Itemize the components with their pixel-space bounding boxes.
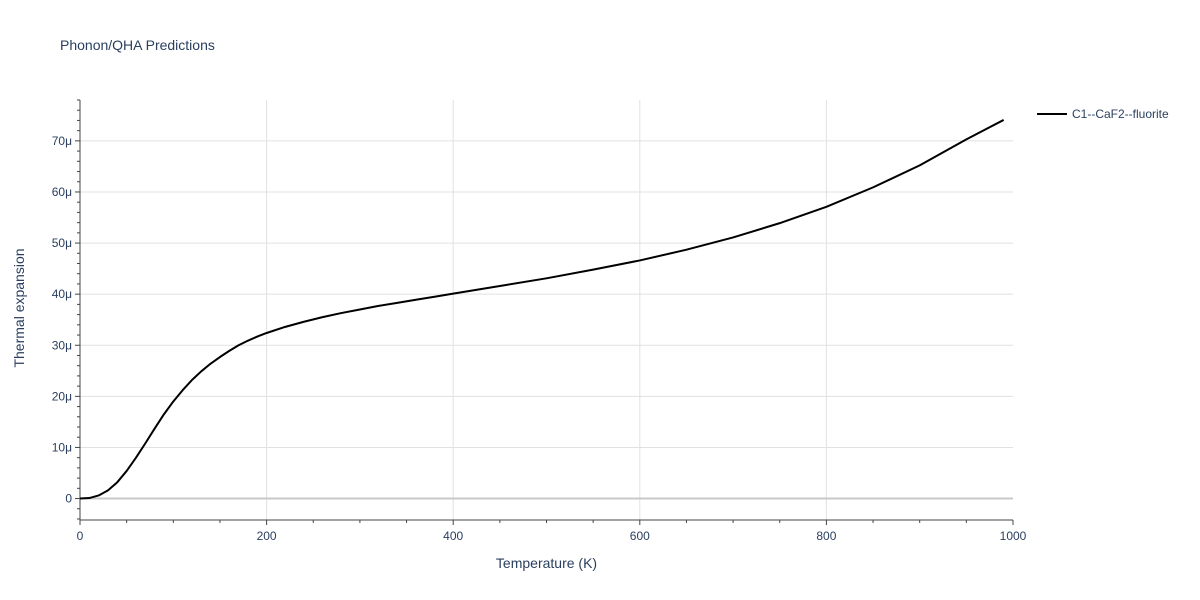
x-tick-label: 200 (257, 529, 277, 543)
chart-title: Phonon/QHA Predictions (60, 37, 215, 53)
legend[interactable]: C1--CaF2--fluorite (1037, 107, 1169, 121)
x-tick-label: 1000 (1000, 529, 1027, 543)
x-tick-label: 600 (630, 529, 650, 543)
x-tick-label: 400 (443, 529, 463, 543)
axes: 0 200 400 600 800 1000 0 10μ 20μ 30μ 40μ 50μ 60μ 70μ (52, 99, 1027, 543)
x-axis-title: Temperature (K) (496, 555, 597, 571)
y-tick-label: 40μ (52, 287, 72, 301)
y-tick-label: 10μ (52, 440, 72, 454)
y-tick-label: 50μ (52, 236, 72, 250)
series-line-0[interactable] (79, 119, 1005, 500)
y-tick-label: 60μ (52, 185, 72, 199)
y-tick-label: 20μ (52, 389, 72, 403)
y-axis-title: Thermal expansion (11, 248, 27, 367)
legend-label: C1--CaF2--fluorite (1072, 107, 1169, 121)
y-tick-label: 70μ (52, 134, 72, 148)
gridlines (80, 100, 1013, 520)
x-tick-label: 800 (816, 529, 836, 543)
x-tick-label: 0 (77, 529, 84, 543)
series-layer (79, 119, 1005, 500)
y-tick-label: 0 (65, 492, 72, 506)
y-tick-label: 30μ (52, 338, 72, 352)
